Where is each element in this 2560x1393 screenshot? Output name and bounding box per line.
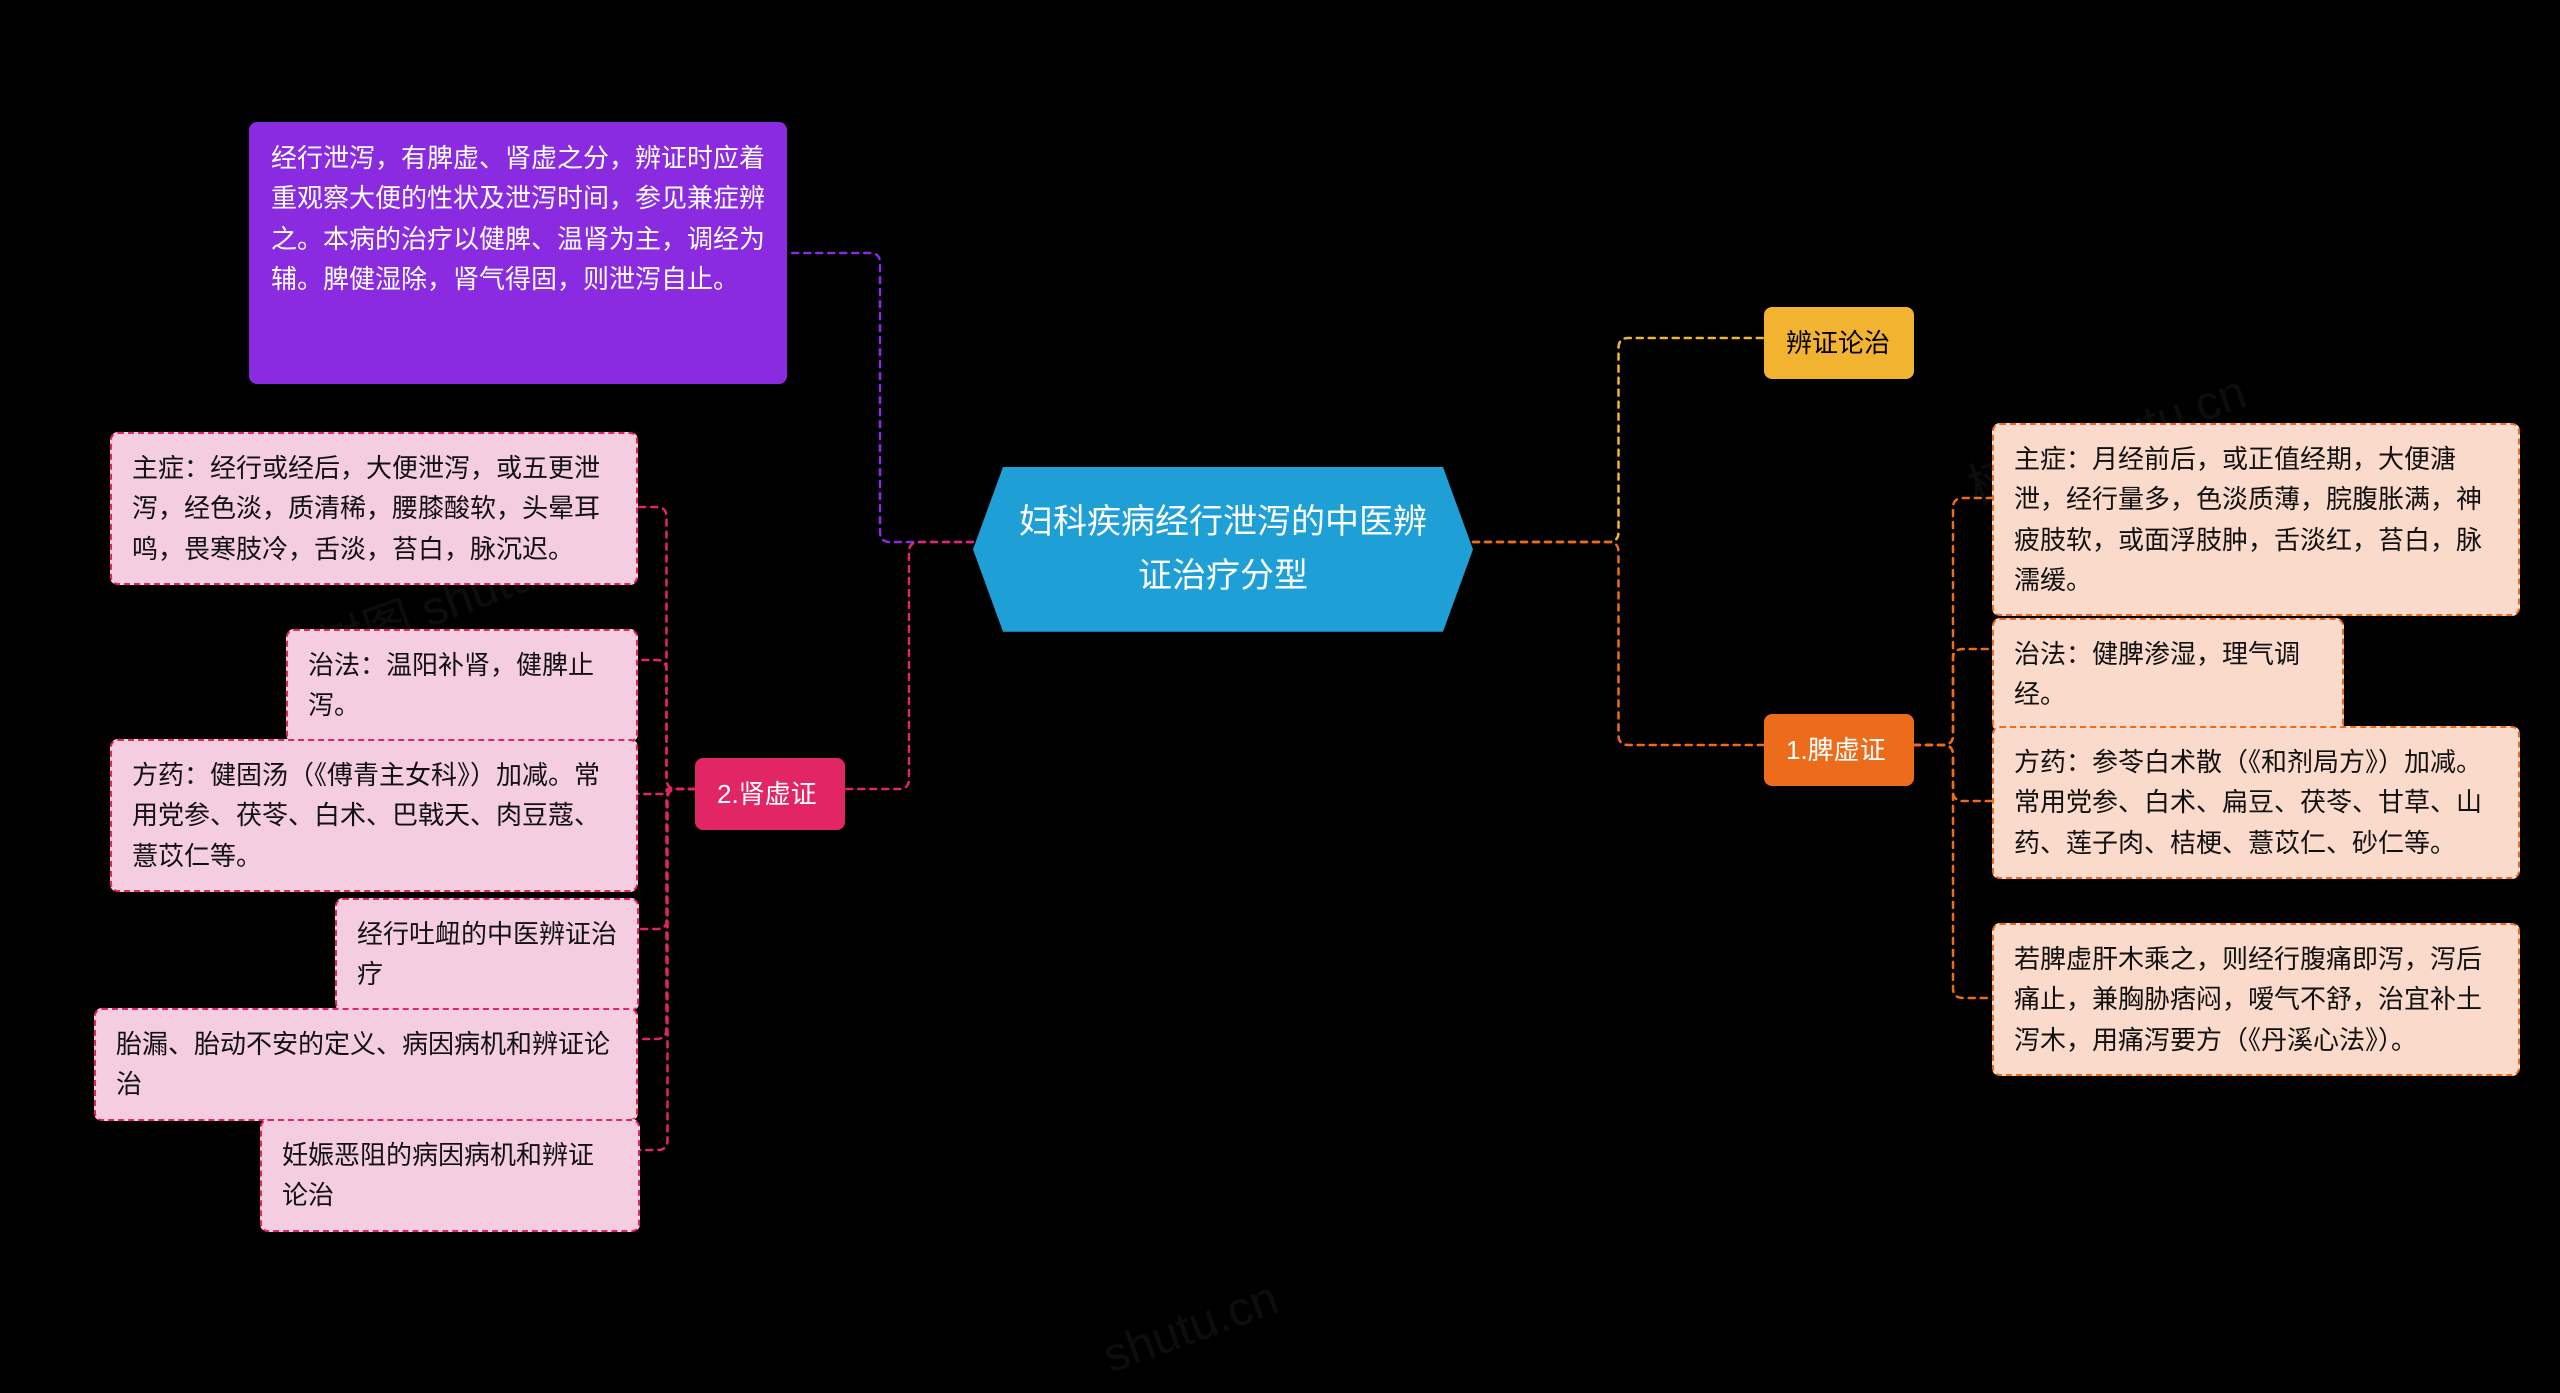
node-overview: 经行泄泻，有脾虚、肾虚之分，辨证时应着重观察大便的性状及泄泻时间，参见兼症辨之。… bbox=[249, 122, 787, 384]
mindmap-root: 妇科疾病经行泄泻的中医辨证治疗分型 bbox=[973, 467, 1473, 632]
node-spleen-deficiency: 1.脾虚证 bbox=[1764, 714, 1914, 786]
leaf-spleen-symptoms: 主症：月经前后，或正值经期，大便溏泄，经行量多，色淡质薄，脘腹胀满，神疲肢软，或… bbox=[1992, 423, 2520, 616]
leaf-kidney-symptoms: 主症：经行或经后，大便泄泻，或五更泄泻，经色淡，质清稀，腰膝酸软，头晕耳鸣，畏寒… bbox=[110, 432, 638, 585]
node-differentiation: 辨证论治 bbox=[1764, 307, 1914, 379]
leaf-related-2: 胎漏、胎动不安的定义、病因病机和辨证论治 bbox=[94, 1008, 638, 1121]
node-kidney-deficiency: 2.肾虚证 bbox=[695, 758, 845, 830]
leaf-spleen-method: 治法：健脾渗湿，理气调经。 bbox=[1992, 618, 2344, 731]
leaf-spleen-prescription: 方药：参苓白术散（《和剂局方》）加减。常用党参、白术、扁豆、茯苓、甘草、山药、莲… bbox=[1992, 726, 2520, 879]
leaf-kidney-method: 治法：温阳补肾，健脾止泻。 bbox=[286, 629, 638, 742]
leaf-related-3: 妊娠恶阻的病因病机和辨证论治 bbox=[260, 1119, 640, 1232]
watermark: shutu.cn bbox=[1096, 1271, 1285, 1385]
leaf-related-1: 经行吐衄的中医辨证治疗 bbox=[335, 898, 639, 1011]
leaf-spleen-variant: 若脾虚肝木乘之，则经行腹痛即泻，泻后痛止，兼胸胁痞闷，嗳气不舒，治宜补土泻木，用… bbox=[1992, 923, 2520, 1076]
leaf-kidney-prescription: 方药：健固汤（《傅青主女科》）加减。常用党参、茯苓、白术、巴戟天、肉豆蔻、薏苡仁… bbox=[110, 739, 638, 892]
